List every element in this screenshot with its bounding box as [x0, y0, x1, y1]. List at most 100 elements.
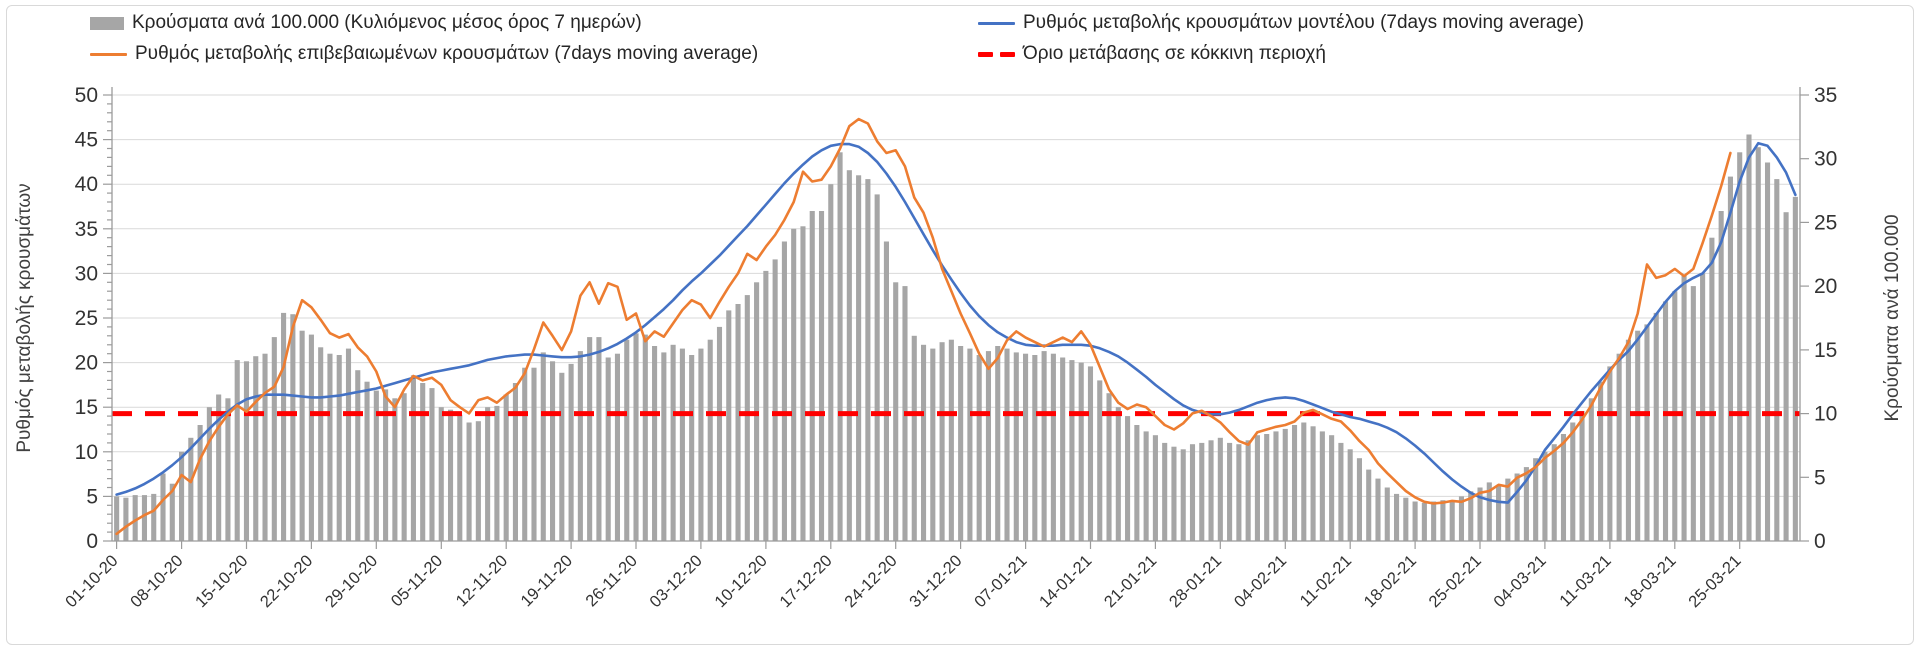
bar — [1041, 351, 1047, 541]
bar — [1032, 355, 1038, 541]
right-axis-tick-label: 5 — [1814, 466, 1826, 489]
bar — [1718, 211, 1724, 541]
bar — [930, 348, 936, 541]
legend-item-red-zone-threshold: Όριο μετάβασης σε κόκκινη περιοχή — [978, 41, 1326, 67]
left-axis-tick-label: 50 — [75, 84, 98, 107]
bar — [1319, 431, 1325, 541]
x-axis-tick-label: 01-10-20 — [62, 552, 121, 611]
bar — [1282, 428, 1288, 541]
bar — [243, 361, 250, 541]
bar — [345, 348, 352, 541]
bar — [1421, 502, 1427, 541]
bar — [1171, 446, 1177, 541]
bar — [475, 421, 481, 541]
line-series-1 — [115, 117, 1732, 536]
bar — [1254, 435, 1260, 541]
right-axis-tick-label: 10 — [1814, 403, 1837, 426]
bar — [661, 352, 667, 541]
bar — [1486, 482, 1492, 541]
x-axis-tick-label: 15-10-20 — [192, 552, 251, 611]
bar — [1106, 393, 1112, 541]
legend-label-red-zone-threshold: Όριο μετάβασης σε κόκκινη περιοχή — [1023, 43, 1326, 64]
bar — [141, 495, 148, 541]
bar — [911, 335, 917, 541]
bar — [624, 339, 630, 541]
left-axis-tick-label: 15 — [75, 396, 98, 419]
left-axis-tick-label: 45 — [75, 129, 98, 152]
x-axis-tick-label: 24-12-20 — [841, 552, 900, 611]
x-axis-tick-label: 19-11-20 — [517, 552, 576, 611]
bar — [689, 355, 695, 541]
bar — [308, 334, 314, 541]
bar — [614, 353, 621, 541]
bar — [1625, 339, 1631, 541]
bar — [587, 337, 593, 541]
bar — [1560, 434, 1567, 541]
bar — [1366, 469, 1372, 541]
bar — [1607, 366, 1613, 541]
bar — [1700, 273, 1706, 541]
bar — [596, 337, 602, 541]
legend-item-model-rate: Ρυθμός μεταβολής κρουσμάτων μοντέλου (7d… — [978, 10, 1584, 36]
bar — [958, 346, 964, 541]
x-axis-tick-label: 05-11-20 — [388, 552, 447, 611]
bar — [1727, 176, 1733, 541]
bar — [772, 259, 778, 541]
bar — [939, 342, 945, 541]
bar — [1403, 497, 1409, 541]
bar — [197, 425, 203, 541]
bar — [262, 353, 268, 541]
bar — [1180, 449, 1186, 541]
bar — [1069, 360, 1075, 541]
bar — [1737, 152, 1743, 542]
bar — [763, 270, 769, 541]
bar — [1152, 435, 1158, 541]
bar — [846, 170, 852, 541]
bar — [1616, 353, 1622, 541]
bar — [707, 339, 713, 541]
bar — [985, 351, 992, 541]
bar — [920, 344, 927, 541]
bar — [1653, 312, 1659, 541]
left-axis-tick-label: 20 — [75, 352, 98, 375]
left-axis-tick-label: 5 — [86, 485, 98, 508]
x-axis-tick-label: 04-03-21 — [1490, 552, 1549, 611]
legend-label-model-rate: Ρυθμός μεταβολής κρουσμάτων μοντέλου (7d… — [1023, 12, 1584, 33]
x-axis-tick-label: 08-10-20 — [127, 552, 186, 611]
legend-label-confirmed-rate: Ρυθμός μεταβολής επιβεβαιωμένων κρουσμάτ… — [135, 43, 759, 64]
bar — [1579, 411, 1585, 541]
bar — [225, 398, 231, 541]
x-axis-tick-label: 21-01-21 — [1101, 552, 1160, 611]
bar — [744, 295, 750, 541]
bar — [1774, 179, 1780, 541]
bar — [642, 334, 648, 541]
bar — [1236, 444, 1242, 541]
bar — [1227, 442, 1233, 541]
bar — [1134, 425, 1140, 541]
bar — [1050, 353, 1056, 541]
bar — [410, 375, 416, 541]
bar — [948, 339, 954, 541]
bar — [1690, 286, 1696, 541]
bar — [837, 152, 843, 542]
bar — [1329, 435, 1335, 541]
bar — [457, 414, 463, 541]
bar — [1764, 162, 1771, 541]
bar — [1347, 449, 1353, 541]
bar — [132, 495, 138, 541]
x-axis-tick-label: 22-10-20 — [257, 552, 316, 611]
bar — [1570, 422, 1576, 541]
bar — [1264, 434, 1270, 541]
x-axis-tick-label: 04-02-21 — [1231, 552, 1290, 611]
x-axis-tick-label: 12-11-20 — [453, 552, 512, 611]
bar — [373, 390, 379, 541]
bar — [1310, 426, 1316, 541]
right-axis-tick-label: 35 — [1814, 84, 1837, 107]
x-axis-tick-label: 29-10-20 — [322, 552, 381, 611]
bar — [1588, 398, 1594, 541]
bar — [253, 356, 259, 541]
left-axis-tick-label: 10 — [75, 441, 98, 464]
bar — [336, 355, 342, 541]
x-axis-tick-label: 25-02-21 — [1426, 552, 1485, 611]
right-axis-tick-label: 20 — [1814, 275, 1837, 298]
